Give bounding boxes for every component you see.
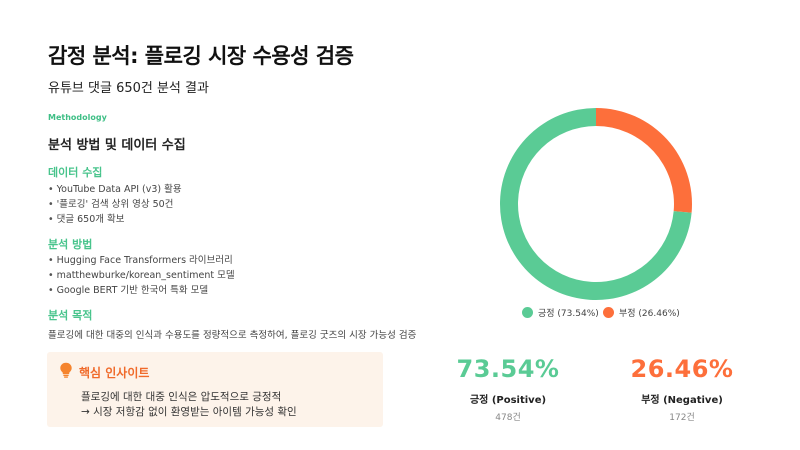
negative-count: 172건 — [669, 413, 695, 423]
legend-negative-label: 부정 (26.46%) — [619, 309, 680, 319]
analysis-method-heading: 분석 방법 — [48, 238, 93, 251]
list-item: matthewburke/korean_sentiment 모델 — [48, 268, 235, 283]
positive-stat: 73.54% 긍정 (Positive) 478건 — [428, 355, 588, 423]
legend-positive-label: 긍정 (73.54%) — [538, 309, 599, 319]
list-item: Hugging Face Transformers 라이브러리 — [48, 253, 235, 268]
lightbulb-icon — [59, 362, 73, 382]
list-item: 댓글 650개 확보 — [48, 212, 182, 227]
insight-header: 핵심 인사이트 — [59, 362, 149, 382]
purpose-text: 플로깅에 대한 대중의 인식과 수용도를 정량적으로 측정하여, 플로깅 굿즈의… — [48, 330, 417, 341]
legend-positive-swatch — [522, 307, 533, 318]
legend-negative-swatch — [603, 307, 614, 318]
insight-line-1: 플로깅에 대한 대중 인식은 압도적으로 긍정적 — [81, 391, 282, 403]
negative-stat: 26.46% 부정 (Negative) 172건 — [602, 355, 762, 423]
chart-legend: 긍정 (73.54%) 부정 (26.46%) — [0, 306, 800, 322]
insight-title: 핵심 인사이트 — [79, 365, 150, 380]
donut-slice-negative — [596, 108, 692, 213]
legend-negative: 부정 (26.46%) — [603, 306, 680, 319]
positive-count: 478건 — [495, 413, 521, 423]
legend-positive: 긍정 (73.54%) — [522, 306, 599, 319]
insight-line-2: → 시장 저항감 없이 환영받는 아이템 가능성 확인 — [81, 406, 297, 418]
page-title: 감정 분석: 플로깅 시장 수용성 검증 — [48, 44, 354, 68]
methodology-title: 분석 방법 및 데이터 수집 — [48, 138, 186, 153]
positive-label: 긍정 (Positive) — [469, 395, 547, 406]
data-collection-heading: 데이터 수집 — [48, 166, 103, 179]
negative-percentage: 26.46% — [630, 355, 734, 383]
page-subtitle: 유튜브 댓글 650건 분석 결과 — [48, 81, 209, 96]
list-item: Google BERT 기반 한국어 특화 모델 — [48, 283, 235, 298]
positive-percentage: 73.54% — [456, 355, 560, 383]
negative-label: 부정 (Negative) — [641, 395, 723, 406]
analysis-method-list: Hugging Face Transformers 라이브러리 matthewb… — [48, 253, 235, 298]
list-item: YouTube Data API (v3) 활용 — [48, 182, 182, 197]
insight-box: 핵심 인사이트 플로깅에 대한 대중 인식은 압도적으로 긍정적 → 시장 저항… — [47, 352, 383, 427]
sentiment-donut-chart — [500, 108, 692, 300]
list-item: '플로깅' 검색 상위 영상 50건 — [48, 197, 182, 212]
methodology-eyebrow: Methodology — [48, 113, 107, 122]
purpose-heading: 분석 목적 — [48, 309, 93, 322]
data-collection-list: YouTube Data API (v3) 활용 '플로깅' 검색 상위 영상 … — [48, 182, 182, 227]
